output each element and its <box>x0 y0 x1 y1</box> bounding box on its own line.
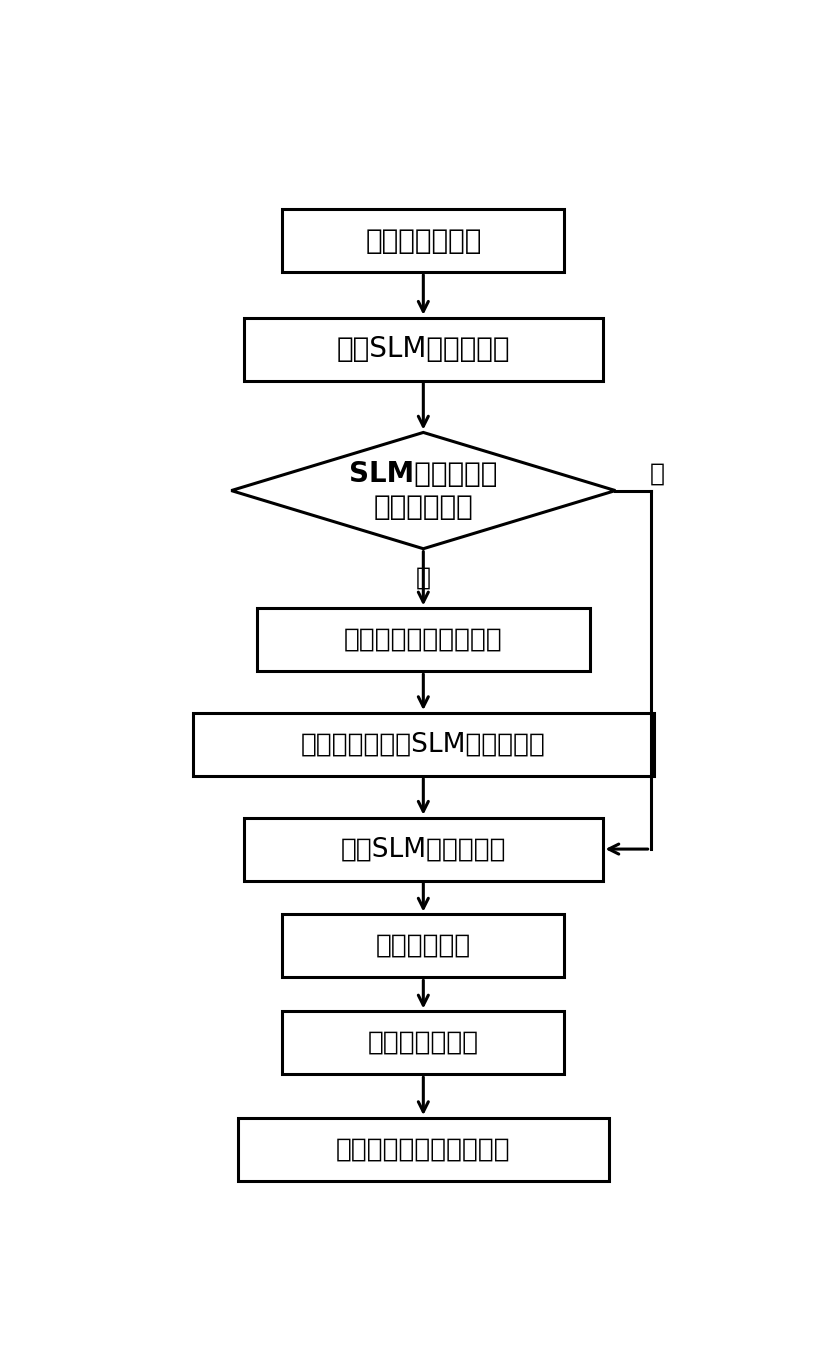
FancyBboxPatch shape <box>238 1118 609 1181</box>
FancyBboxPatch shape <box>257 609 590 671</box>
Text: 否: 否 <box>415 565 431 590</box>
Text: 解算被测非球面面形误差: 解算被测非球面面形误差 <box>336 1136 510 1162</box>
Text: 是: 是 <box>649 461 664 485</box>
FancyBboxPatch shape <box>244 818 603 881</box>
Text: 求解SLM调制灰度图: 求解SLM调制灰度图 <box>340 836 506 862</box>
FancyBboxPatch shape <box>282 209 564 272</box>
Text: 采集移相干涉图: 采集移相干涉图 <box>368 1030 479 1056</box>
Text: 计算SLM目标调制量: 计算SLM目标调制量 <box>336 336 510 363</box>
Text: 在被测面前插入补偿器: 在被测面前插入补偿器 <box>344 626 503 652</box>
FancyBboxPatch shape <box>193 713 654 776</box>
Text: 计算非球面像差: 计算非球面像差 <box>365 227 482 254</box>
Text: 计算部分补偿后SLM目标调制量: 计算部分补偿后SLM目标调制量 <box>301 731 546 757</box>
Polygon shape <box>231 432 615 549</box>
Text: 调制参考波前: 调制参考波前 <box>376 934 471 959</box>
Text: SLM最大调制量
满足调制目标: SLM最大调制量 满足调制目标 <box>349 461 497 520</box>
FancyBboxPatch shape <box>282 1011 564 1075</box>
FancyBboxPatch shape <box>244 318 603 381</box>
FancyBboxPatch shape <box>282 915 564 977</box>
